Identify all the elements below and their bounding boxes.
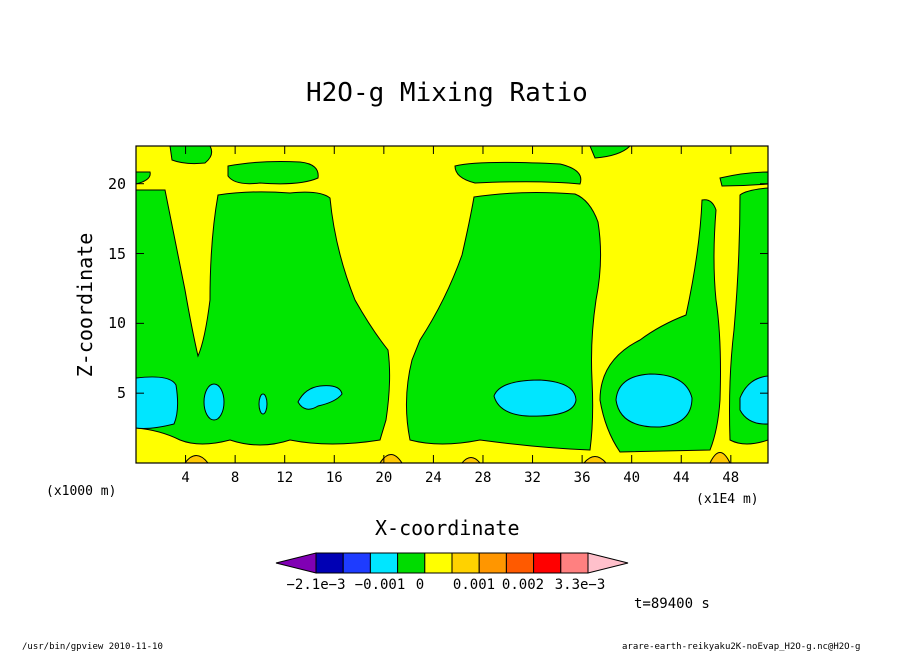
x-tick-label: 8 [230,470,240,486]
cyan-core-1 [136,376,179,429]
cyan-core-3 [258,393,268,415]
colorbar-label: 3.3e−3 [554,577,606,593]
x-tick-label: 20 [375,470,393,486]
green-top-band-5 [719,171,768,187]
x-tick-label: 36 [573,470,591,486]
colorbar-max-triangle [587,552,629,574]
chart-title: H2O-g Mixing Ratio [306,78,588,108]
x-unit-left: (x1000 m) [46,484,117,499]
x-tick-label: 48 [722,470,740,486]
green-top-band-1 [169,146,213,165]
colorbar-swatch [533,552,562,574]
x-tick-label: 12 [276,470,294,486]
x-tick-label: 16 [325,470,343,486]
x-tick-label: 24 [424,470,442,486]
footer-left: /usr/bin/gpview 2010-11-10 [22,642,163,652]
x-unit-right: (x1E4 m) [696,492,759,507]
colorbar-label: −2.1e−3 [286,577,346,593]
colorbar-swatch [560,552,589,574]
cyan-core-4 [297,385,343,410]
x-tick-label: 28 [474,470,492,486]
y-tick-label: 15 [107,244,126,263]
colorbar-label: 0 [415,577,425,593]
colorbar-swatch [424,552,453,574]
colorbar-swatch [478,552,507,574]
cyan-core-2 [203,383,225,421]
x-tick-label: 44 [672,470,690,486]
colorbar-swatch [369,552,399,574]
colorbar-label: 0.002 [501,577,545,593]
plot-frame [135,145,769,464]
colorbar-swatch [315,552,344,574]
colorbar-swatch [342,552,371,574]
x-tick-label: 40 [623,470,641,486]
colorbar-min-triangle [275,552,317,574]
time-label: t=89400 s [634,596,710,612]
green-column-1 [136,189,391,446]
cyan-core-5 [493,379,577,417]
colorbar-swatch [397,552,426,574]
footer-right: arare-earth-reikyaku2K-noEvap_H2O-g.nc@H… [622,642,861,652]
x-tick-label: 4 [181,470,190,486]
cyan-core-6 [615,373,693,428]
colorbar-label: −0.001 [354,577,406,593]
y-tick-label: 10 [107,314,126,333]
y-tick-label: 5 [116,384,126,403]
x-axis-label: X-coordinate [375,516,520,540]
y-tick-label: 20 [107,174,126,193]
colorbar-swatch [451,552,480,574]
colorbar-swatch [505,552,535,574]
colorbar-label: 0.001 [452,577,496,593]
green-top-band-2 [227,161,319,185]
cyan-core-7 [739,375,768,425]
green-top-band-3 [454,161,582,185]
x-tick-label: 32 [524,470,541,486]
